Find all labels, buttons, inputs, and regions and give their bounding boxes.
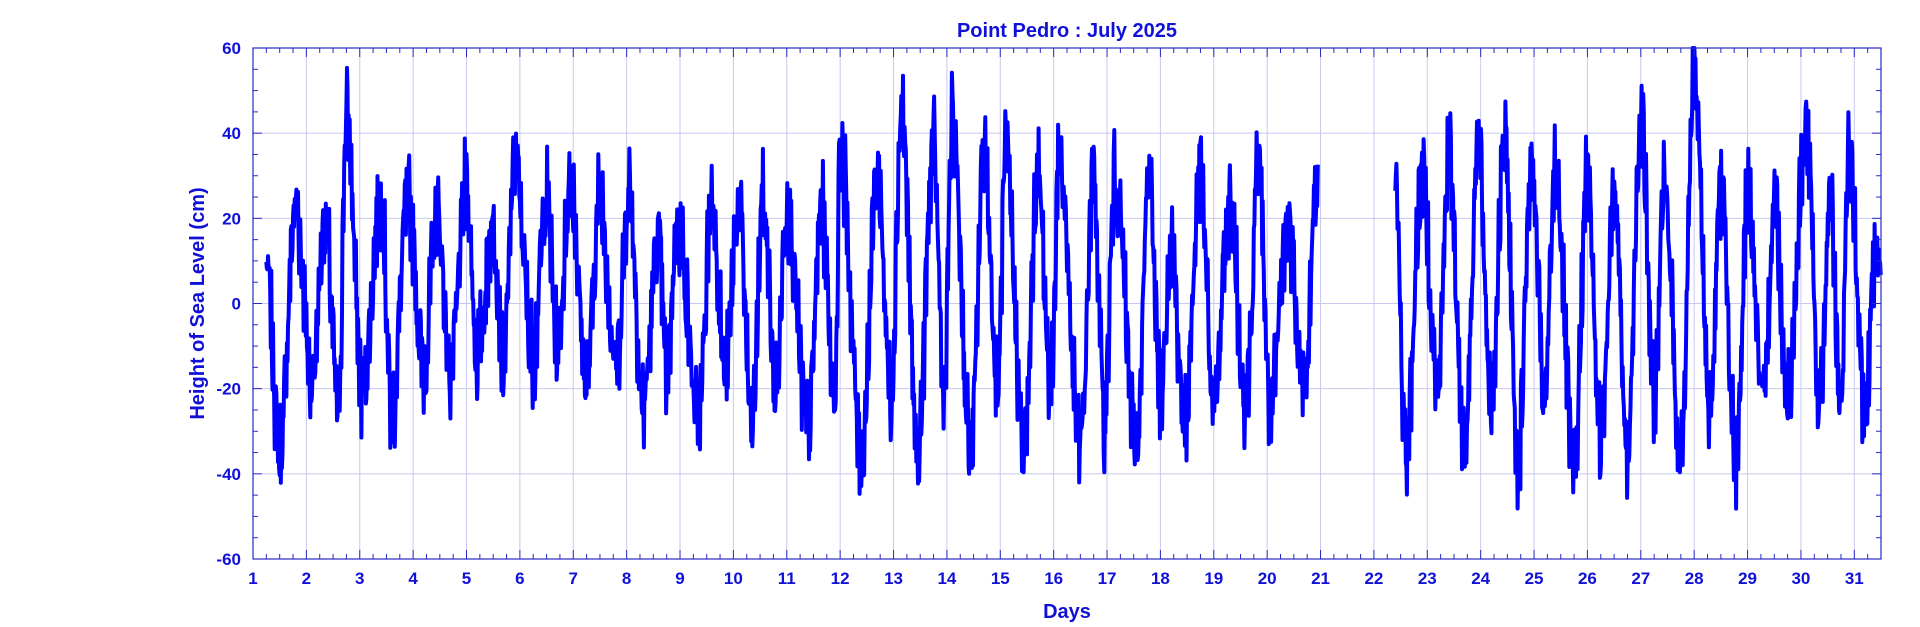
- x-tick-label: 20: [1258, 569, 1277, 588]
- x-tick-label: 19: [1204, 569, 1223, 588]
- x-tick-label: 7: [569, 569, 578, 588]
- series-line-group: [264, 46, 1883, 511]
- x-tick-label: 3: [355, 569, 364, 588]
- x-tick-label: 12: [831, 569, 850, 588]
- x-tick-label: 13: [884, 569, 903, 588]
- y-tick-label: 60: [222, 39, 241, 58]
- x-tick-label: 15: [991, 569, 1010, 588]
- x-tick-label: 31: [1845, 569, 1864, 588]
- x-tick-label: 29: [1738, 569, 1757, 588]
- x-tick-label: 16: [1044, 569, 1063, 588]
- x-tick-label: 24: [1471, 569, 1490, 588]
- x-tick-label: 2: [302, 569, 311, 588]
- x-axis-label: Days: [1043, 601, 1091, 623]
- x-tick-label: 14: [937, 569, 956, 588]
- x-tick-label: 22: [1364, 569, 1383, 588]
- x-tick-label: 25: [1525, 569, 1544, 588]
- y-tick-label: -60: [216, 550, 241, 569]
- x-tick-label: 30: [1791, 569, 1810, 588]
- x-tick-label: 11: [778, 569, 796, 588]
- tick-marks: [252, 47, 1882, 560]
- x-tick-label: 28: [1685, 569, 1704, 588]
- x-tick-label: 10: [724, 569, 743, 588]
- x-tick-label: 21: [1311, 569, 1330, 588]
- x-tick-label: 1: [248, 569, 257, 588]
- x-tick-label: 6: [515, 569, 524, 588]
- y-axis-label: Height of Sea Level (cm): [187, 187, 209, 419]
- x-tick-label: 26: [1578, 569, 1597, 588]
- y-tick-labels: 60 40 20 0 -20 -40 -60: [216, 39, 241, 569]
- x-tick-label: 9: [675, 569, 684, 588]
- x-tick-label: 18: [1151, 569, 1170, 588]
- y-tick-label: 0: [232, 295, 241, 314]
- y-tick-label: 40: [222, 124, 241, 143]
- x-tick-label: 8: [622, 569, 631, 588]
- x-tick-label: 27: [1631, 569, 1650, 588]
- sea-level-line-segment-1: [264, 65, 1320, 496]
- sea-level-line-segment-2: [1393, 46, 1883, 511]
- series-layer: [264, 46, 1883, 511]
- x-tick-label: 4: [408, 569, 418, 588]
- x-tick-labels: 1 2 3 4 5 6 7 8 9 10 11 12 13 14 15 16 17 18 19 20 21 22 23 24 2…: [248, 569, 1864, 588]
- x-tick-label: 5: [462, 569, 471, 588]
- x-tick-label: 17: [1098, 569, 1117, 588]
- y-tick-label: -20: [216, 380, 241, 399]
- y-tick-label: -40: [216, 465, 241, 484]
- x-tick-label: 23: [1418, 569, 1437, 588]
- y-tick-label: 20: [222, 209, 241, 228]
- chart-title: Point Pedro : July 2025: [957, 20, 1177, 42]
